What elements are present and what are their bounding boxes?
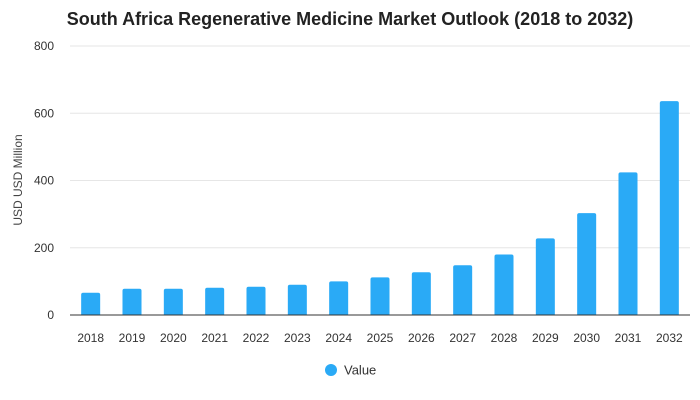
x-tick-label: 2032 — [656, 331, 683, 345]
x-tick-label: 2020 — [160, 331, 187, 345]
x-tick-label: 2023 — [284, 331, 311, 345]
bar-2023[interactable] — [287, 284, 307, 315]
gridlines — [70, 45, 690, 249]
bar-2024[interactable] — [329, 281, 349, 315]
y-tick-label: 200 — [34, 241, 54, 255]
chart-title: South Africa Regenerative Medicine Marke… — [67, 9, 634, 29]
bar-2025[interactable] — [370, 277, 390, 315]
x-tick-label: 2024 — [325, 331, 352, 345]
legend-label-value: Value — [344, 363, 376, 378]
x-tick-label: 2026 — [408, 331, 435, 345]
legend[interactable]: Value — [325, 363, 376, 378]
bar-2027[interactable] — [453, 265, 473, 315]
x-tick-label: 2022 — [243, 331, 270, 345]
bars — [81, 101, 679, 316]
y-tick-label: 400 — [34, 174, 54, 188]
x-tick-label: 2019 — [119, 331, 146, 345]
bar-2020[interactable] — [163, 288, 183, 315]
y-axis-ticks: 0 200 400 600 800 — [34, 39, 54, 322]
x-tick-label: 2029 — [532, 331, 559, 345]
x-tick-label: 2027 — [449, 331, 476, 345]
x-axis-ticks: 2018 2019 2020 2021 2022 2023 2024 2025 2026 2027… — [77, 331, 683, 345]
bar-2026[interactable] — [411, 272, 431, 315]
bar-2022[interactable] — [246, 286, 266, 315]
y-tick-label: 0 — [47, 308, 54, 322]
bar-2021[interactable] — [205, 287, 225, 315]
y-tick-label: 800 — [34, 39, 54, 53]
bar-2018[interactable] — [81, 292, 101, 315]
y-tick-label: 600 — [34, 106, 54, 120]
legend-swatch-value — [325, 364, 337, 376]
x-tick-label: 2021 — [201, 331, 228, 345]
bar-2032[interactable] — [659, 101, 679, 316]
bar-2028[interactable] — [494, 254, 514, 315]
bar-2030[interactable] — [577, 213, 597, 315]
x-tick-label: 2025 — [367, 331, 394, 345]
x-tick-label: 2031 — [615, 331, 642, 345]
x-tick-label: 2028 — [491, 331, 518, 345]
bar-2031[interactable] — [618, 172, 638, 315]
bar-2029[interactable] — [535, 238, 555, 315]
y-axis-label: USD USD Million — [11, 134, 25, 225]
bar-2019[interactable] — [122, 288, 142, 315]
x-tick-label: 2030 — [573, 331, 600, 345]
x-tick-label: 2018 — [77, 331, 104, 345]
